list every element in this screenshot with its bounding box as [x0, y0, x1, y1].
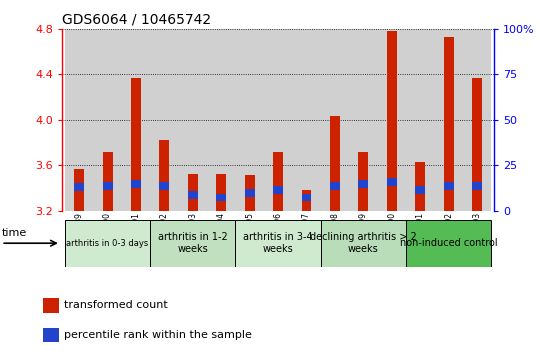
Text: non-induced control: non-induced control	[400, 238, 497, 248]
Bar	[377, 29, 406, 211]
Bar	[217, 174, 226, 211]
Bar	[217, 193, 226, 201]
Bar	[245, 175, 255, 211]
Bar	[131, 180, 141, 188]
Bar	[387, 178, 397, 185]
Bar	[188, 174, 198, 211]
Bar	[43, 298, 59, 313]
Text: arthritis in 0-3 days: arthritis in 0-3 days	[66, 239, 148, 248]
Text: arthritis in 1-2
weeks: arthritis in 1-2 weeks	[158, 232, 228, 254]
Bar	[122, 29, 150, 211]
Bar	[43, 327, 59, 342]
Bar	[103, 182, 112, 190]
Bar	[472, 182, 482, 190]
Bar	[434, 29, 463, 211]
Text: percentile rank within the sample: percentile rank within the sample	[64, 330, 252, 340]
Bar	[406, 220, 491, 267]
Bar	[235, 220, 321, 267]
Bar	[301, 193, 312, 201]
Bar	[349, 29, 377, 211]
Text: arthritis in 3-4
weeks: arthritis in 3-4 weeks	[244, 232, 313, 254]
Bar	[330, 182, 340, 190]
Bar	[188, 191, 198, 199]
Bar	[150, 29, 179, 211]
Bar	[235, 29, 264, 211]
Bar	[301, 190, 312, 211]
Bar	[415, 185, 425, 193]
Bar	[273, 152, 283, 211]
Bar	[207, 29, 235, 211]
Bar	[150, 220, 235, 267]
Bar	[65, 29, 93, 211]
Text: GDS6064 / 10465742: GDS6064 / 10465742	[62, 12, 211, 26]
Bar	[74, 168, 84, 211]
Bar	[463, 29, 491, 211]
Bar	[472, 78, 482, 211]
Bar	[264, 29, 292, 211]
Bar	[321, 29, 349, 211]
Bar	[359, 180, 368, 188]
Bar	[387, 31, 397, 211]
Bar	[406, 29, 434, 211]
Bar	[245, 189, 255, 197]
Bar	[159, 140, 170, 211]
Bar	[103, 152, 112, 211]
Bar	[292, 29, 321, 211]
Bar	[65, 220, 150, 267]
Text: declining arthritis > 2
weeks: declining arthritis > 2 weeks	[310, 232, 417, 254]
Text: time: time	[1, 228, 26, 238]
Bar	[74, 183, 84, 191]
Bar	[444, 37, 454, 211]
Bar	[131, 78, 141, 211]
Bar	[415, 162, 425, 211]
Bar	[93, 29, 122, 211]
Bar	[359, 152, 368, 211]
Bar	[321, 220, 406, 267]
Bar	[273, 185, 283, 193]
Bar	[330, 117, 340, 211]
Bar	[159, 182, 170, 190]
Bar	[444, 182, 454, 190]
Text: transformed count: transformed count	[64, 300, 168, 310]
Bar	[179, 29, 207, 211]
